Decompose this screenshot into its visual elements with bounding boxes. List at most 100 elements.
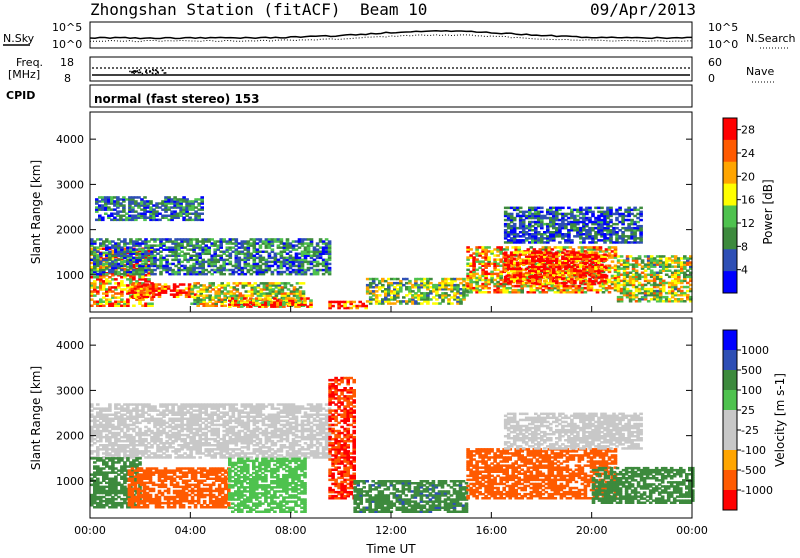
- station-title: Zhongshan Station (fitACF): [90, 0, 340, 19]
- heatmap-cell: [525, 237, 529, 240]
- heatmap-cell: [105, 244, 109, 247]
- date-label: 09/Apr/2013: [590, 0, 696, 19]
- heatmap-cell: [200, 219, 204, 222]
- heatmap-cell: [375, 290, 379, 293]
- heatmap-cell: [487, 287, 491, 290]
- heatmap-cell: [364, 305, 368, 308]
- heatmap-cell: [134, 291, 138, 294]
- heatmap-cell: [309, 299, 313, 302]
- colorbar-swatch: [723, 206, 737, 228]
- heatmap-cell: [192, 255, 196, 258]
- freq-panel: Freq. [MHz] 18 8 60 0 Nave: [8, 56, 775, 85]
- heatmap-cell: [105, 259, 109, 262]
- heatmap-cell: [644, 263, 648, 266]
- heatmap-cell: [104, 213, 108, 216]
- heatmap-cell: [194, 210, 198, 213]
- heatmap-cell: [105, 298, 109, 301]
- heatmap-cell: [313, 265, 317, 268]
- heatmap-cell: [193, 282, 197, 285]
- heatmap-cell: [435, 284, 439, 287]
- heatmap-cell: [328, 240, 332, 243]
- heatmap-cell: [229, 261, 233, 264]
- heatmap-cell: [644, 284, 648, 287]
- heatmap-cell: [286, 238, 290, 241]
- colorbar-tick-label: 4: [741, 264, 748, 277]
- heatmap-cell: [496, 269, 500, 272]
- heatmap-cell: [525, 215, 529, 218]
- freq-dot: [162, 69, 164, 71]
- heatmap-cell: [283, 242, 287, 245]
- heatmap-cell: [435, 302, 439, 305]
- heatmap-cell: [572, 248, 576, 251]
- heatmap-cell: [594, 251, 598, 254]
- heatmap-cell: [313, 246, 317, 249]
- heatmap-cell: [108, 403, 112, 406]
- heatmap-cell: [584, 246, 588, 249]
- heatmap-cell: [132, 269, 136, 272]
- heatmap-cell: [614, 275, 618, 278]
- heatmap-cell: [134, 215, 138, 218]
- heatmap-cell: [555, 223, 559, 226]
- heatmap-cell: [487, 246, 491, 249]
- nsearch-tick-bottom: 10^0: [708, 38, 738, 51]
- heatmap-cell: [227, 282, 231, 285]
- heatmap-cell: [302, 282, 306, 285]
- heatmap-cell: [192, 259, 196, 262]
- heatmap-cell: [487, 256, 491, 259]
- heatmap-cell: [555, 251, 559, 254]
- heatmap-cell: [585, 266, 589, 269]
- heatmap-cell: [405, 300, 409, 303]
- heatmap-cell: [615, 217, 619, 220]
- heatmap-cell: [165, 259, 169, 262]
- freq-dot: [138, 72, 140, 74]
- heatmap-cell: [164, 283, 168, 286]
- heatmap-cell: [352, 301, 356, 304]
- heatmap-cell: [285, 297, 289, 300]
- heatmap-cell: [222, 251, 226, 254]
- heatmap-cell: [674, 255, 678, 258]
- heatmap-cell: [555, 207, 559, 210]
- freq-dot: [136, 71, 138, 73]
- heatmap-cell: [284, 292, 288, 295]
- heatmap-cell: [505, 246, 509, 249]
- heatmap-cell: [105, 273, 109, 276]
- heatmap-cell: [258, 297, 262, 300]
- heatmap-cell: [331, 305, 335, 308]
- freq-dot: [146, 69, 148, 71]
- heatmap-cell: [375, 278, 379, 281]
- heatmap-cell: [182, 283, 186, 286]
- freq-dot: [155, 73, 157, 75]
- heatmap-cell: [253, 238, 257, 241]
- heatmap-cell: [134, 285, 138, 288]
- heatmap-cell: [143, 196, 147, 199]
- heatmap-cell: [162, 238, 166, 241]
- heatmap-cell: [496, 263, 500, 266]
- nave-tick-bottom: 0: [708, 72, 715, 85]
- heatmap-cell: [114, 278, 118, 281]
- heatmap-cell: [254, 286, 258, 289]
- heatmap-cell: [585, 229, 589, 232]
- heatmap-cell: [234, 297, 238, 300]
- heatmap-cell: [554, 246, 558, 249]
- heatmap-cell: [192, 244, 196, 247]
- heatmap-cell: [603, 266, 607, 269]
- heatmap-cell: [90, 403, 94, 406]
- heatmap-cell: [310, 238, 314, 241]
- heatmap-cell: [222, 238, 226, 241]
- heatmap-cell: [222, 273, 226, 276]
- heatmap-cell: [105, 278, 109, 281]
- heatmap-cell: [450, 302, 454, 305]
- heatmap-cell: [525, 251, 529, 254]
- heatmap-cell: [284, 282, 288, 285]
- power-colorbar-swatches: [723, 118, 737, 294]
- power-colorbar-label: Power [dB]: [761, 179, 775, 244]
- freq-dot: [139, 69, 141, 71]
- heatmap-cell: [554, 291, 558, 294]
- heatmap-cell: [609, 219, 613, 222]
- heatmap-cell: [525, 272, 529, 275]
- heatmap-cell: [525, 260, 529, 263]
- heatmap-cell: [105, 414, 109, 417]
